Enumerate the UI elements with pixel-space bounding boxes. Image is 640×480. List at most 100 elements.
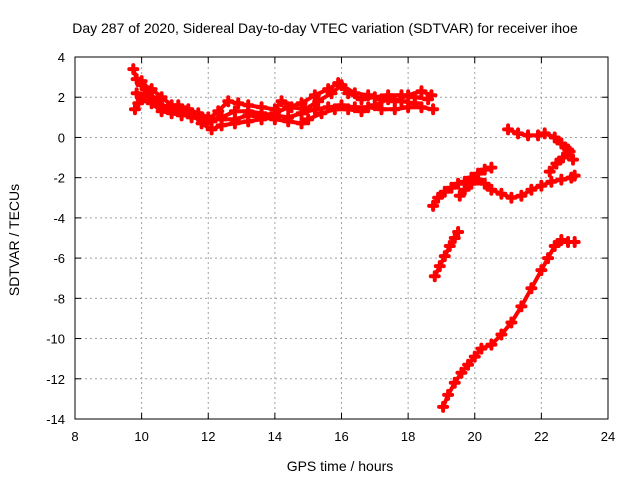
y-tick-label: -8 xyxy=(53,291,65,306)
data-point xyxy=(335,79,348,92)
x-tick-labels: 8 10 12 14 16 18 20 22 24 xyxy=(71,429,615,444)
data-point xyxy=(142,85,155,98)
data-point xyxy=(567,153,580,166)
data-point xyxy=(550,157,563,170)
data-point xyxy=(438,250,451,263)
y-axis-label: SDTVAR / TECUs xyxy=(6,184,22,296)
data-point xyxy=(162,101,175,114)
data-point xyxy=(205,123,218,136)
data-point xyxy=(515,300,528,313)
data-point xyxy=(127,63,140,76)
series-track-6 xyxy=(453,169,581,204)
data-point xyxy=(505,191,518,204)
data-point xyxy=(485,161,498,174)
y-tick-label: 2 xyxy=(58,90,65,105)
data-point xyxy=(485,183,498,196)
data-point xyxy=(368,99,381,112)
data-point xyxy=(458,183,471,196)
series-track-4 xyxy=(135,75,421,130)
data-point xyxy=(348,87,361,100)
data-point xyxy=(268,103,281,116)
x-tick-label: 14 xyxy=(268,429,282,444)
y-tick-labels: 4 2 0 -2 -4 -6 -8 -10 -12 -14 xyxy=(46,50,65,427)
data-point xyxy=(282,115,295,128)
data-point xyxy=(135,75,148,88)
data-point xyxy=(415,85,428,98)
data-point xyxy=(557,151,570,164)
data-point xyxy=(255,101,268,114)
data-point xyxy=(342,103,355,116)
data-point xyxy=(502,123,515,136)
y-tick-label: -12 xyxy=(46,372,65,387)
data-point xyxy=(202,111,215,124)
x-tick-label: 20 xyxy=(468,429,482,444)
data-point xyxy=(437,400,450,413)
x-tick-label: 16 xyxy=(334,429,348,444)
y-tick-label: 4 xyxy=(58,50,65,65)
data-point xyxy=(222,95,235,108)
data-point xyxy=(525,183,538,196)
data-point xyxy=(155,105,168,118)
data-point xyxy=(532,129,545,142)
data-point xyxy=(443,240,456,253)
x-tick-label: 18 xyxy=(401,429,415,444)
data-point xyxy=(242,109,255,122)
data-point xyxy=(452,225,465,238)
y-tick-label: -6 xyxy=(53,251,65,266)
y-tick-label: 0 xyxy=(58,130,65,145)
data-point xyxy=(402,101,415,114)
data-point xyxy=(302,113,315,126)
x-tick-label: 8 xyxy=(71,429,78,444)
data-point xyxy=(285,101,298,114)
data-point xyxy=(522,129,535,142)
y-tick-label: -4 xyxy=(53,211,65,226)
data-point xyxy=(298,103,311,116)
data-point xyxy=(425,89,438,102)
y-tick-label: -10 xyxy=(46,332,65,347)
data-point xyxy=(555,234,568,247)
data-point xyxy=(355,93,368,106)
data-point xyxy=(442,388,455,401)
data-point xyxy=(432,191,445,204)
data-point xyxy=(232,97,245,110)
data-point xyxy=(325,87,338,100)
data-point xyxy=(452,177,465,190)
data-point xyxy=(212,105,225,118)
data-point xyxy=(312,95,325,108)
data-point xyxy=(295,97,308,110)
data-point xyxy=(538,127,551,140)
data-point xyxy=(135,93,148,106)
data-point xyxy=(568,169,581,182)
series-line xyxy=(547,149,572,174)
data-point xyxy=(395,95,408,108)
x-tick-label: 22 xyxy=(534,429,548,444)
data-point xyxy=(545,175,558,188)
data-point xyxy=(462,358,475,371)
data-point xyxy=(427,103,440,116)
data-point xyxy=(478,163,491,176)
x-tick-label: 10 xyxy=(134,429,148,444)
data-point xyxy=(548,131,561,144)
data-point xyxy=(525,282,538,295)
series-track-8 xyxy=(543,145,576,178)
data-point xyxy=(355,105,368,118)
data-point xyxy=(472,173,485,186)
x-tick-label: 12 xyxy=(201,429,215,444)
data-point xyxy=(195,117,208,130)
axis-ticks xyxy=(74,56,609,420)
data-point xyxy=(455,366,468,379)
data-point xyxy=(495,187,508,200)
data-point xyxy=(555,137,568,150)
data-point xyxy=(453,189,466,202)
data-point xyxy=(543,165,556,178)
data-point xyxy=(275,95,288,108)
data-point xyxy=(433,260,446,273)
data-point xyxy=(362,89,375,102)
data-point xyxy=(485,338,498,351)
chart-title: Day 287 of 2020, Sidereal Day-to-day VTE… xyxy=(72,20,578,36)
series-track-10 xyxy=(437,234,581,413)
series-track-9 xyxy=(428,225,465,283)
data-point xyxy=(382,93,395,106)
x-axis-label: GPS time / hours xyxy=(287,458,394,474)
data-point xyxy=(315,107,328,120)
